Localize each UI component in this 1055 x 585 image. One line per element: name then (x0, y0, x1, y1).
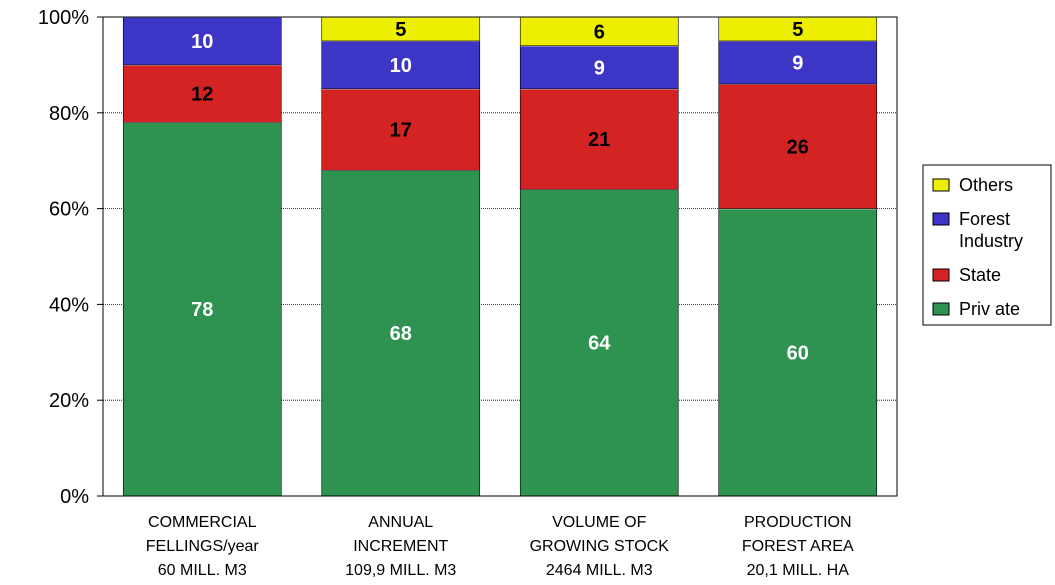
y-tick-label: 20% (49, 390, 89, 412)
x-tick-label: 109,9 MILL. M3 (345, 562, 456, 579)
data-label: 64 (588, 333, 611, 355)
legend-swatch (932, 178, 950, 192)
x-tick-label: COMMERCIAL (148, 514, 257, 531)
data-label: 26 (787, 136, 809, 158)
y-tick-label: 100% (38, 7, 89, 29)
legend-swatch (932, 268, 950, 282)
plot-border (102, 16, 898, 497)
data-label: 17 (390, 120, 412, 142)
data-label: 60 (787, 342, 809, 364)
legend-label: Others (959, 175, 1013, 195)
bar-segment (321, 40, 481, 90)
x-tick-label: FOREST AREA (742, 538, 854, 555)
y-tick-label: 60% (49, 199, 89, 221)
bar-segment (519, 16, 679, 47)
legend-box (922, 164, 1052, 326)
x-tick-label: VOLUME OF (552, 514, 646, 531)
bar-segment (321, 88, 481, 171)
bars: 78 12 10 68 17 10 5 64 21 9 6 60 26 9 5 (122, 16, 878, 497)
data-label: 9 (594, 57, 605, 79)
x-tick-label: 20,1 MILL. HA (747, 562, 850, 579)
data-label: 10 (191, 31, 213, 53)
x-tick-label: INCREMENT (353, 538, 448, 555)
data-label: 68 (390, 323, 412, 345)
data-label: 10 (390, 55, 412, 77)
x-tick-label: GROWING STOCK (530, 538, 670, 555)
legend-label: State (959, 265, 1001, 285)
bar-segment (519, 88, 679, 190)
bar-segment (718, 208, 878, 497)
bar-segment (519, 45, 679, 90)
plot-frame (102, 16, 898, 497)
x-tick-label: 2464 MILL. M3 (546, 562, 653, 579)
x-axis: COMMERCIAL FELLINGS/year 60 MILL. M3 ANNUAL… (146, 514, 854, 579)
y-axis: 0% 20% 40% 60% 80% 100% (38, 7, 103, 508)
x-tick-label: 60 MILL. M3 (158, 562, 247, 579)
legend-label: Priv ate (959, 299, 1020, 319)
legend-swatch (932, 212, 950, 226)
legend-swatch (932, 302, 950, 316)
data-label: 9 (792, 53, 803, 75)
bar-segment (122, 64, 282, 123)
x-tick-label: FELLINGS/year (146, 538, 260, 555)
y-tick-label: 40% (49, 294, 89, 316)
bar-segment (122, 16, 282, 66)
bar-segment (718, 40, 878, 85)
bar-segment (321, 169, 481, 497)
data-label: 6 (594, 21, 605, 43)
data-label: 5 (792, 19, 803, 41)
y-tick-label: 0% (60, 486, 89, 508)
bar-segment (519, 189, 679, 497)
data-label: 5 (395, 19, 406, 41)
y-tick-label: 80% (49, 103, 89, 125)
legend-label: Forest (959, 209, 1010, 229)
data-label: 21 (588, 129, 610, 151)
data-label: 12 (191, 84, 213, 106)
data-label: 78 (191, 299, 213, 321)
x-tick-label: PRODUCTION (744, 514, 852, 531)
legend-label: Industry (959, 231, 1023, 251)
bar-segment (718, 83, 878, 209)
x-tick-label: ANNUAL (368, 514, 433, 531)
